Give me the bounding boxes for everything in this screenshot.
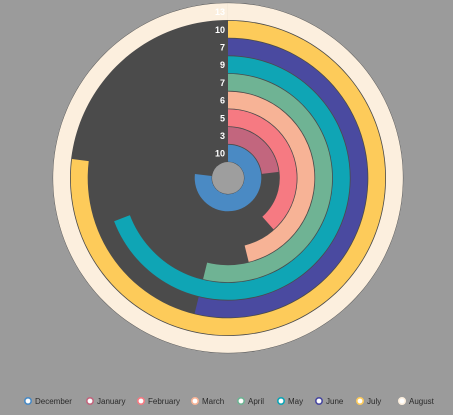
legend-marker-icon	[86, 396, 95, 405]
legend-marker-icon	[23, 396, 32, 405]
ring-february[interactable]	[228, 109, 297, 230]
value-label-february: 5	[220, 113, 225, 123]
legend-item-may[interactable]: May	[276, 396, 303, 406]
value-label-may: 9	[220, 60, 225, 70]
legend-item-june[interactable]: June	[314, 396, 344, 406]
legend-marker-icon	[355, 396, 364, 405]
value-label-december: 10	[215, 149, 225, 159]
legend-label: July	[367, 397, 381, 406]
legend-marker-icon	[237, 396, 246, 405]
legend-marker-icon	[276, 396, 285, 405]
value-label-april: 7	[220, 78, 225, 88]
value-label-june: 7	[220, 42, 225, 52]
ring-april[interactable]	[203, 73, 333, 283]
tick-labels-layer: 10 3 5 6 7 9 7 10 13	[215, 7, 225, 159]
legend-label: May	[288, 397, 303, 406]
value-label-july: 10	[215, 25, 225, 35]
legend-item-april[interactable]: April	[237, 396, 264, 406]
rings-layer	[52, 2, 404, 354]
legend-marker-icon	[314, 396, 323, 405]
legend-label: December	[35, 397, 72, 406]
value-label-january: 3	[220, 131, 225, 141]
legend-label: August	[409, 397, 435, 406]
legend-label: March	[202, 397, 224, 406]
ring-march[interactable]	[228, 91, 315, 262]
center-hole	[212, 162, 244, 194]
legend-label: April	[248, 397, 264, 406]
legend: December January February March April May June…	[23, 396, 435, 406]
legend-marker-icon	[397, 396, 406, 405]
legend-item-december[interactable]: December	[23, 396, 72, 406]
legend-item-february[interactable]: February	[137, 396, 180, 406]
ring-january[interactable]	[228, 127, 279, 174]
ring-december[interactable]	[194, 144, 262, 212]
value-label-august: 13	[215, 7, 225, 17]
legend-item-january[interactable]: January	[86, 396, 126, 406]
legend-item-july[interactable]: July	[355, 396, 381, 406]
legend-label: June	[326, 397, 344, 406]
legend-marker-icon	[137, 396, 146, 405]
legend-label: January	[97, 397, 125, 406]
legend-item-august[interactable]: August	[397, 396, 435, 406]
legend-marker-icon	[191, 396, 200, 405]
legend-item-march[interactable]: March	[191, 396, 224, 406]
legend-label: February	[148, 397, 180, 406]
value-label-march: 6	[220, 96, 225, 106]
